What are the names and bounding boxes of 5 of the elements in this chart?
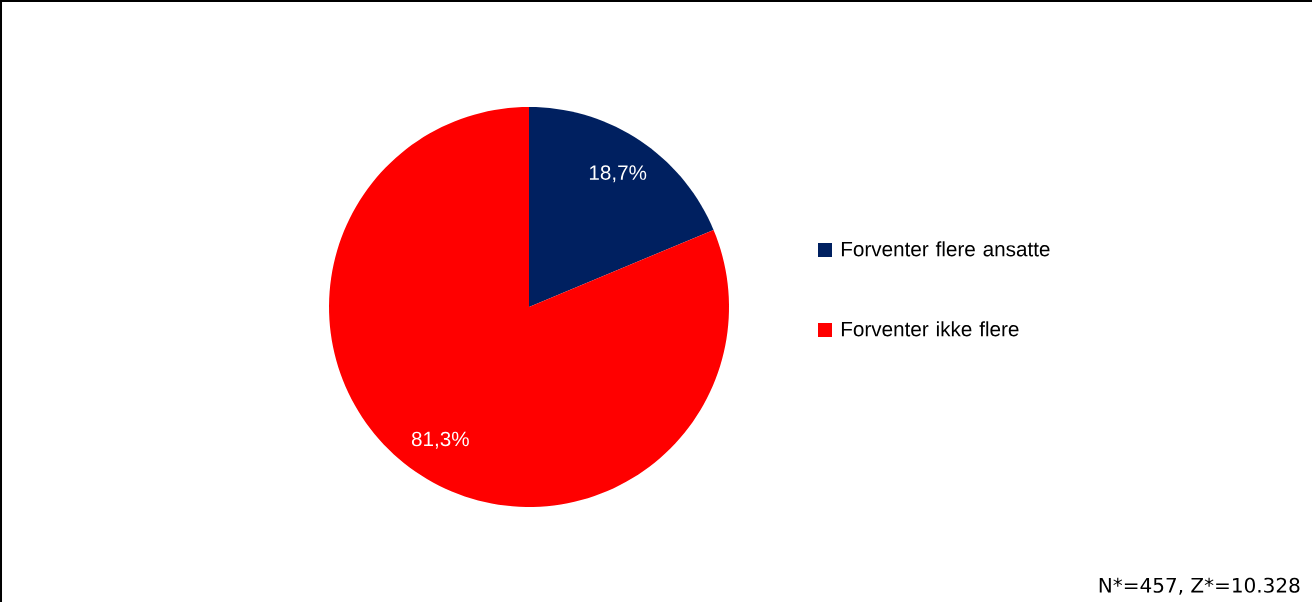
legend-label: Forventer ikke flere: [841, 321, 1019, 337]
data-label: 18,7%: [589, 165, 647, 183]
text: N*=457, Z*=10.328: [1099, 577, 1300, 595]
data-label: 81,3%: [411, 431, 469, 449]
legend-label: Forventer flere ansatte: [841, 241, 1050, 257]
